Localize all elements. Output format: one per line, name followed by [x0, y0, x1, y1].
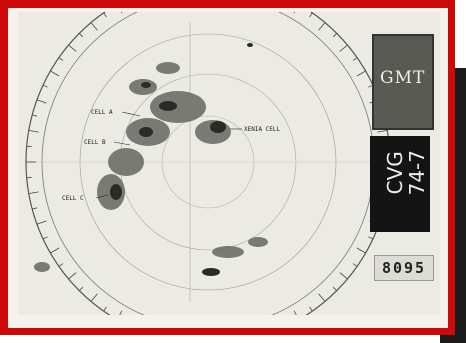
azimuth-tick [42, 236, 48, 240]
azimuth-tick [68, 44, 77, 52]
azimuth-tick [79, 286, 84, 291]
azimuth-tick [318, 22, 326, 31]
station-card [370, 136, 430, 232]
azimuth-tick [339, 44, 348, 52]
azimuth-tick [332, 286, 337, 291]
azimuth-tick [50, 70, 60, 77]
azimuth-tick [28, 191, 39, 194]
cell-a-label: CELL A [91, 109, 113, 116]
station-card-text: CVG 74-7 [383, 150, 429, 195]
gmt-clock-label: GMT [380, 68, 426, 88]
azimuth-tick [28, 130, 39, 133]
azimuth-tick [356, 70, 366, 77]
azimuth-tick [42, 84, 48, 88]
frame-counter: 8095 [374, 255, 434, 281]
azimuth-tick [90, 22, 98, 31]
station-code: CVG [383, 151, 407, 195]
azimuth-tick [293, 310, 297, 315]
azimuth-tick [309, 12, 313, 18]
azimuth-tick [58, 263, 64, 267]
azimuth-tick [58, 57, 64, 61]
azimuth-tick [50, 247, 60, 254]
xenia-cell-label: XENIA CELL [244, 126, 281, 133]
azimuth-tick [79, 33, 84, 38]
azimuth-tick [293, 12, 296, 14]
azimuth-tick [377, 130, 388, 133]
azimuth-tick [368, 236, 374, 240]
cell-b-label: CELL B [84, 139, 106, 146]
azimuth-tick [332, 33, 337, 38]
azimuth-tick [119, 310, 123, 315]
azimuth-tick [356, 247, 366, 254]
azimuth-tick [352, 263, 358, 267]
azimuth-tick [352, 57, 358, 61]
azimuth-tick [103, 306, 107, 312]
station-number: 74-7 [405, 150, 429, 196]
azimuth-tick [36, 220, 47, 225]
azimuth-tick [120, 12, 123, 14]
gmt-clock [372, 34, 434, 130]
azimuth-tick [309, 306, 313, 312]
azimuth-tick [68, 272, 77, 280]
red-border-bottom [0, 329, 455, 335]
azimuth-tick [103, 12, 107, 18]
azimuth-tick [90, 293, 98, 302]
azimuth-tick [318, 293, 326, 302]
azimuth-tick [32, 207, 38, 210]
cell-c-label: CELL C [62, 195, 84, 202]
azimuth-tick [32, 114, 38, 117]
azimuth-tick [339, 272, 348, 280]
azimuth-tick [36, 99, 47, 104]
